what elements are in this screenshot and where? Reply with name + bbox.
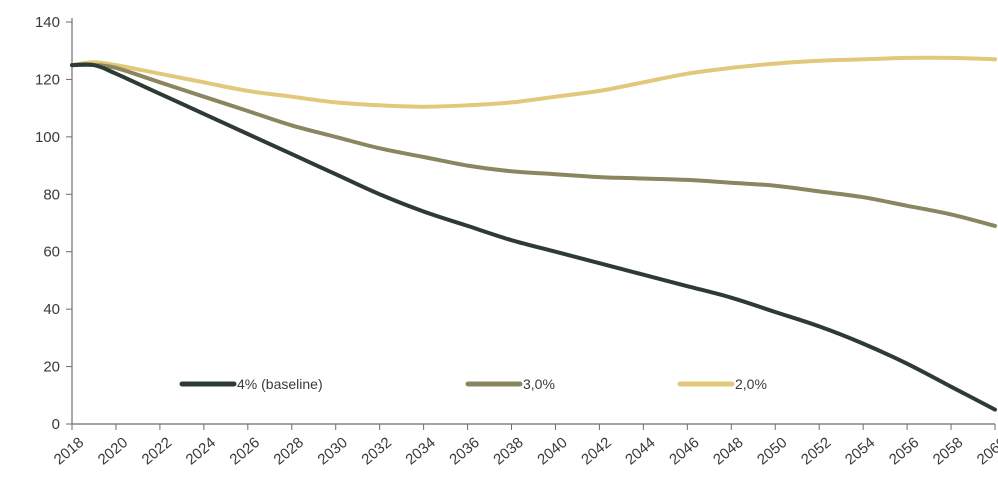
x-tick-label: 2022 [139, 434, 175, 468]
legend-label-1: 3,0% [523, 376, 555, 392]
legend: 4% (baseline) 3,0% 2,0% [179, 376, 767, 392]
y-tick-label: 20 [43, 359, 60, 376]
x-tick-label: 2018 [51, 434, 87, 468]
y-tick-label: 60 [43, 244, 60, 261]
legend-label-0: 4% (baseline) [237, 376, 323, 392]
x-tick-label: 2020 [95, 434, 131, 468]
x-tick-label: 2050 [754, 434, 790, 468]
x-tick-label: 2028 [271, 434, 307, 468]
y-axis: 0 20 40 60 80 100 120 140 [35, 14, 73, 433]
x-tick-label: 2036 [446, 434, 482, 468]
x-tick-label: 2056 [886, 434, 922, 468]
x-tick-label: 2042 [578, 434, 614, 468]
y-tick-label: 80 [43, 186, 60, 203]
y-tick-label: 0 [52, 416, 60, 433]
x-tick-label: 2058 [930, 434, 966, 468]
x-tick-label: 2054 [842, 434, 878, 468]
x-tick-label: 2060 [974, 434, 998, 468]
x-tick-label: 2026 [227, 434, 263, 468]
series-line-2 [70, 55, 997, 109]
series-line-1 [70, 62, 997, 228]
x-tick-label: 2052 [798, 434, 834, 468]
x-tick-label: 2040 [534, 434, 570, 468]
x-tick-label: 2032 [358, 434, 394, 468]
x-axis: 2018 2020 2022 2024 2026 2028 2030 2032 2034 2036… [51, 423, 998, 468]
y-tick-label: 40 [43, 301, 60, 318]
x-tick-label: 2034 [402, 434, 438, 468]
y-tick-label: 100 [35, 129, 60, 146]
x-tick-label: 2044 [622, 434, 658, 468]
x-tick-label: 2048 [710, 434, 746, 468]
series-line-0 [70, 62, 997, 412]
x-tick-label: 2038 [490, 434, 526, 468]
x-tick-label: 2024 [183, 434, 219, 468]
y-tick-label: 140 [35, 14, 60, 31]
series-layer [70, 55, 997, 412]
legend-label-2: 2,0% [735, 376, 767, 392]
x-tick-label: 2030 [314, 434, 350, 468]
x-tick-label: 2046 [666, 434, 702, 468]
y-tick-label: 120 [35, 71, 60, 88]
